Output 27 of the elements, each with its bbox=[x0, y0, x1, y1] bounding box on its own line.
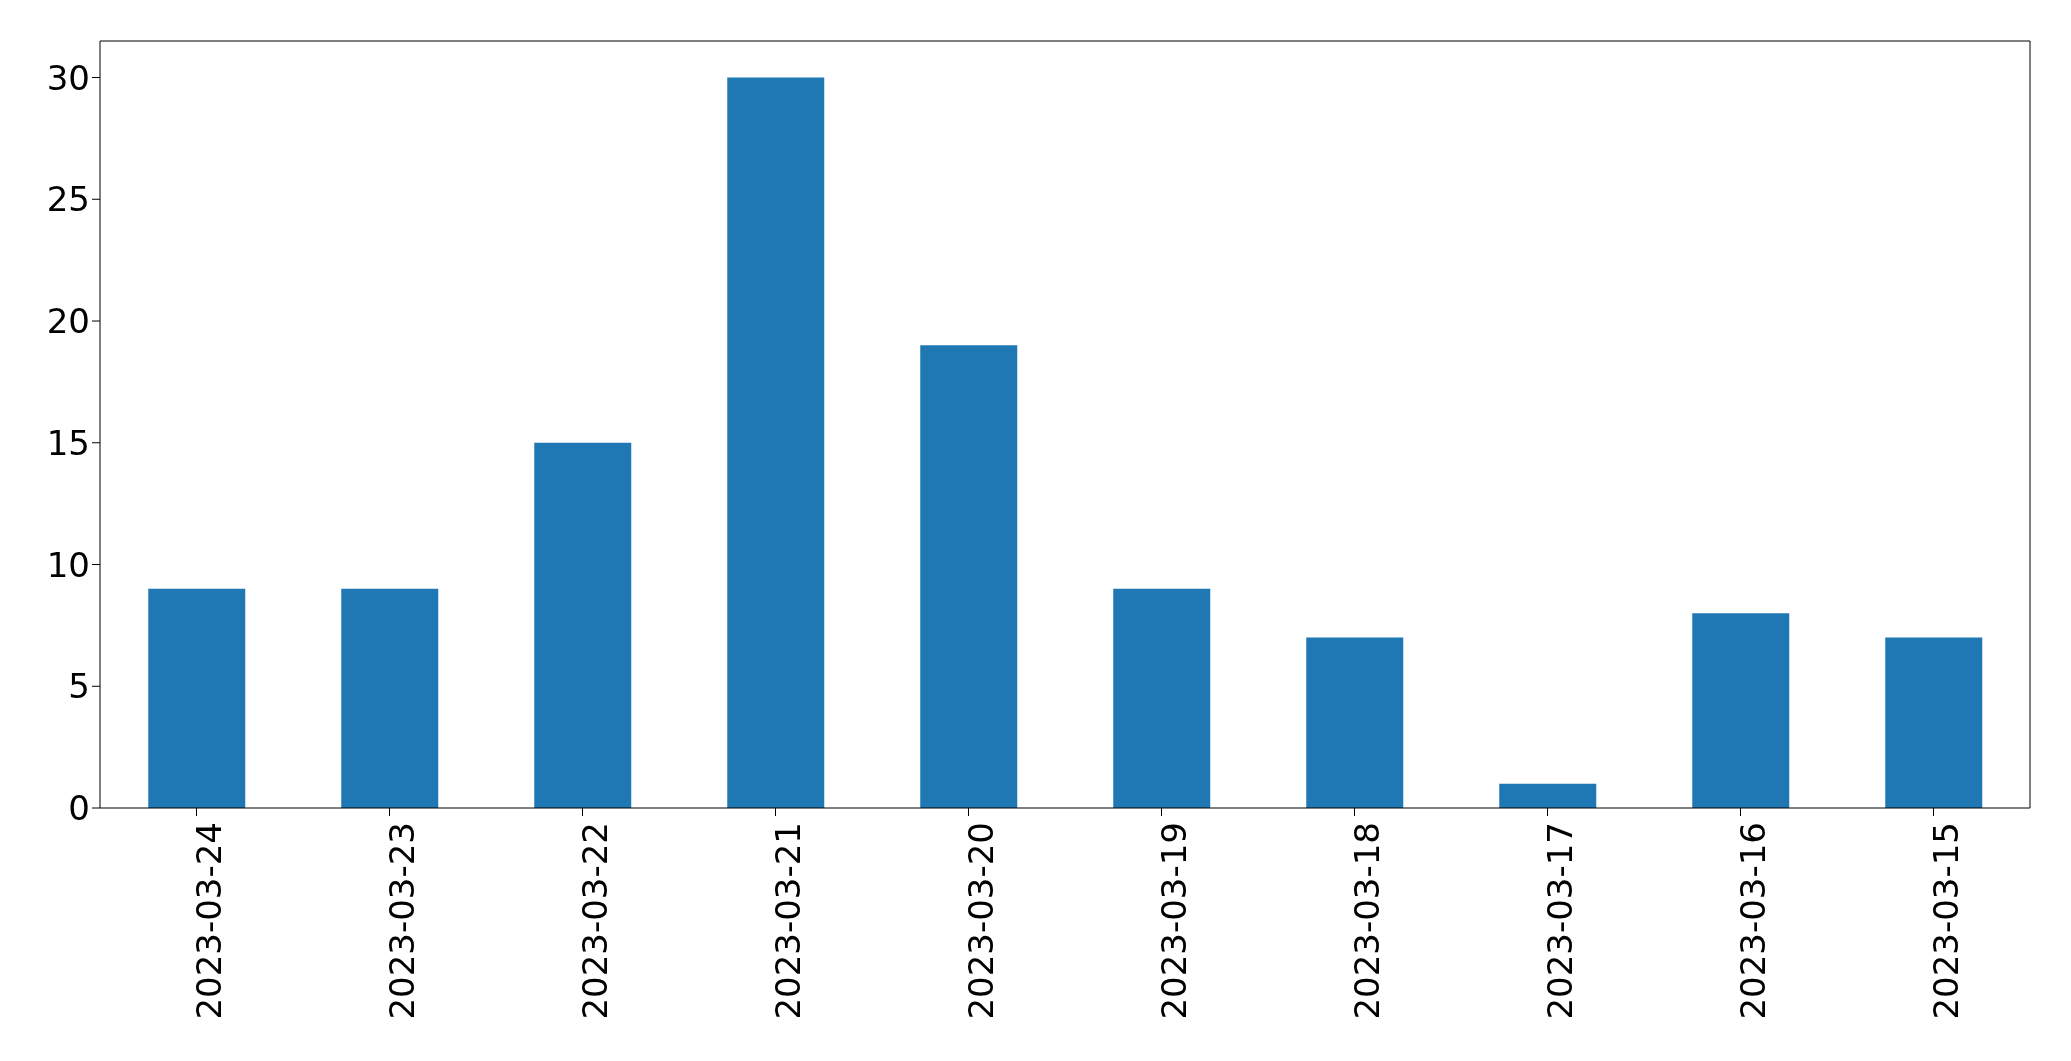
bar bbox=[148, 588, 246, 808]
y-tick-label: 10 bbox=[46, 544, 90, 585]
bar bbox=[1692, 613, 1790, 808]
y-tick-label: 25 bbox=[46, 179, 90, 220]
bar bbox=[727, 77, 825, 808]
y-tick-label: 0 bbox=[68, 788, 90, 829]
x-tick-label: 2023-03-15 bbox=[1925, 822, 1966, 1020]
bar bbox=[920, 345, 1018, 808]
x-tick-label: 2023-03-24 bbox=[188, 822, 229, 1020]
x-tick-label: 2023-03-23 bbox=[381, 822, 422, 1020]
y-tick-label: 30 bbox=[46, 57, 90, 98]
x-tick-label: 2023-03-19 bbox=[1153, 822, 1194, 1020]
bar bbox=[341, 588, 439, 808]
x-tick-label: 2023-03-16 bbox=[1732, 822, 1773, 1020]
y-tick-label: 20 bbox=[46, 301, 90, 342]
x-tick-label: 2023-03-22 bbox=[574, 822, 615, 1020]
bar bbox=[1885, 637, 1983, 808]
y-tick-label: 15 bbox=[46, 422, 90, 463]
x-tick-label: 2023-03-21 bbox=[767, 822, 808, 1020]
x-tick-label: 2023-03-20 bbox=[960, 822, 1001, 1020]
x-tick-label: 2023-03-17 bbox=[1539, 822, 1580, 1020]
bar bbox=[1113, 588, 1211, 808]
bar bbox=[1306, 637, 1404, 808]
bar bbox=[1499, 783, 1597, 808]
y-tick-label: 5 bbox=[68, 666, 90, 707]
bar bbox=[534, 442, 632, 808]
x-tick-label: 2023-03-18 bbox=[1346, 822, 1387, 1020]
